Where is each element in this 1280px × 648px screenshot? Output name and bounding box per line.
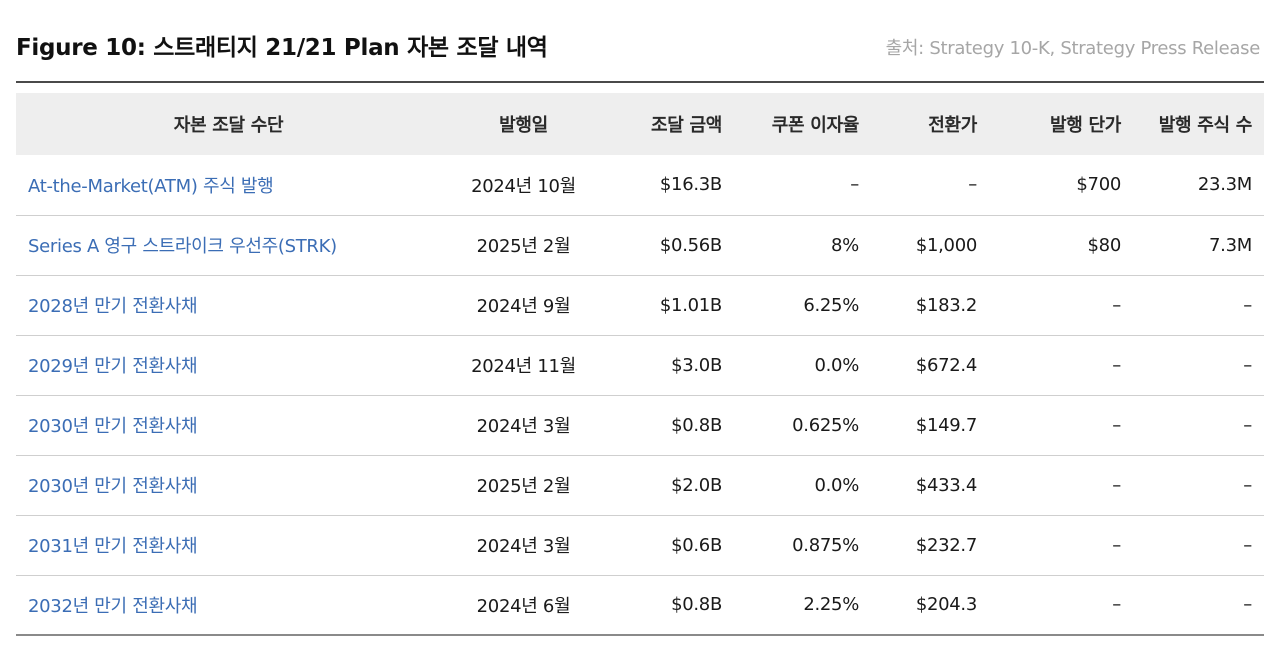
amount-cell: $0.8B: [671, 594, 722, 616]
instrument-cell: 2031년 만기 전환사채: [28, 536, 198, 557]
issue-price-cell: –: [1112, 354, 1121, 376]
table-header: 자본 조달 수단 발행일 조달 금액 쿠폰 이자율 전환가 발행 단가 발행 주…: [16, 93, 1264, 155]
table-row: Series A 영구 스트라이크 우선주(STRK) 2025년 2월 $0.…: [16, 215, 1264, 275]
conversion-price-cell: –: [968, 174, 977, 196]
column-header-conversion-price: 전환가: [928, 115, 977, 136]
issue-date-cell: 2024년 3월: [476, 536, 571, 557]
issue-date-cell: 2025년 2월: [476, 476, 571, 497]
coupon-cell: 0.625%: [792, 414, 859, 436]
issue-date-cell: 2024년 9월: [476, 296, 571, 317]
top-rule: [16, 81, 1264, 83]
conversion-price-cell: $1,000: [915, 234, 977, 256]
conversion-price-cell: $204.3: [915, 594, 977, 616]
issue-price-cell: –: [1112, 294, 1121, 316]
column-header-issue-price: 발행 단가: [1049, 115, 1121, 136]
capital-raising-table: 자본 조달 수단 발행일 조달 금액 쿠폰 이자율 전환가 발행 단가 발행 주…: [16, 93, 1264, 636]
amount-cell: $0.56B: [659, 234, 722, 256]
issue-date-cell: 2024년 6월: [476, 595, 571, 617]
issue-date-cell: 2024년 11월: [471, 356, 576, 377]
table-row: 2031년 만기 전환사채 2024년 3월 $0.6B 0.875% $232…: [16, 515, 1264, 575]
shares-issued-cell: –: [1243, 354, 1252, 376]
shares-issued-cell: –: [1243, 534, 1252, 556]
table-row: 2030년 만기 전환사채 2025년 2월 $2.0B 0.0% $433.4…: [16, 455, 1264, 515]
coupon-cell: 0.875%: [792, 534, 859, 556]
column-header-instrument: 자본 조달 수단: [173, 115, 284, 136]
table-row: 2029년 만기 전환사채 2024년 11월 $3.0B 0.0% $672.…: [16, 335, 1264, 395]
conversion-price-cell: $149.7: [915, 414, 977, 436]
conversion-price-cell: $433.4: [915, 474, 977, 496]
coupon-cell: 0.0%: [814, 474, 859, 496]
amount-cell: $0.8B: [671, 414, 722, 436]
table-row: 2030년 만기 전환사채 2024년 3월 $0.8B 0.625% $149…: [16, 395, 1264, 455]
issue-price-cell: –: [1112, 534, 1121, 556]
shares-issued-cell: –: [1243, 294, 1252, 316]
conversion-price-cell: $183.2: [915, 294, 977, 316]
instrument-cell: 2032년 만기 전환사채: [28, 595, 198, 617]
instrument-cell: 2030년 만기 전환사채: [28, 416, 198, 437]
issue-price-cell: $700: [1076, 174, 1121, 196]
shares-issued-cell: –: [1243, 594, 1252, 616]
shares-issued-cell: –: [1243, 414, 1252, 436]
amount-cell: $2.0B: [671, 474, 722, 496]
table-row: 2032년 만기 전환사채 2024년 6월 $0.8B 2.25% $204.…: [16, 575, 1264, 635]
issue-date-cell: 2025년 2월: [476, 236, 571, 257]
shares-issued-cell: 23.3M: [1197, 174, 1252, 196]
figure-header: Figure 10: 스트래티지 21/21 Plan 자본 조달 내역 출처:…: [16, 28, 1264, 64]
table-row: 2028년 만기 전환사채 2024년 9월 $1.01B 6.25% $183…: [16, 275, 1264, 335]
column-header-coupon: 쿠폰 이자율: [771, 115, 860, 136]
issue-date-cell: 2024년 10월: [471, 175, 576, 197]
issue-price-cell: $80: [1087, 234, 1122, 256]
issue-price-cell: –: [1112, 414, 1121, 436]
instrument-cell: At-the-Market(ATM) 주식 발행: [28, 175, 274, 197]
amount-cell: $16.3B: [659, 174, 722, 196]
coupon-cell: –: [850, 174, 859, 196]
conversion-price-cell: $672.4: [915, 354, 977, 376]
column-header-amount: 조달 금액: [650, 115, 722, 136]
issue-date-cell: 2024년 3월: [476, 416, 571, 437]
coupon-cell: 0.0%: [814, 354, 859, 376]
table-body: At-the-Market(ATM) 주식 발행 2024년 10월 $16.3…: [16, 155, 1264, 635]
coupon-cell: 2.25%: [803, 594, 859, 616]
coupon-cell: 8%: [831, 234, 859, 256]
amount-cell: $0.6B: [671, 534, 722, 556]
figure-title: Figure 10: 스트래티지 21/21 Plan 자본 조달 내역: [16, 35, 548, 61]
issue-price-cell: –: [1112, 594, 1121, 616]
instrument-cell: 2028년 만기 전환사채: [28, 296, 198, 317]
conversion-price-cell: $232.7: [915, 534, 977, 556]
issue-price-cell: –: [1112, 474, 1121, 496]
amount-cell: $3.0B: [671, 354, 722, 376]
shares-issued-cell: 7.3M: [1209, 234, 1252, 256]
amount-cell: $1.01B: [659, 294, 722, 316]
instrument-cell: 2029년 만기 전환사채: [28, 356, 198, 377]
coupon-cell: 6.25%: [803, 294, 859, 316]
column-header-issue-date: 발행일: [499, 115, 548, 136]
instrument-cell: Series A 영구 스트라이크 우선주(STRK): [28, 236, 337, 257]
shares-issued-cell: –: [1243, 474, 1252, 496]
table-row: At-the-Market(ATM) 주식 발행 2024년 10월 $16.3…: [16, 155, 1264, 215]
source-note: 출처: Strategy 10-K, Strategy Press Releas…: [885, 38, 1261, 59]
column-header-shares-issued: 발행 주식 수: [1158, 115, 1253, 136]
header-row: 자본 조달 수단 발행일 조달 금액 쿠폰 이자율 전환가 발행 단가 발행 주…: [16, 93, 1264, 155]
instrument-cell: 2030년 만기 전환사채: [28, 476, 198, 497]
